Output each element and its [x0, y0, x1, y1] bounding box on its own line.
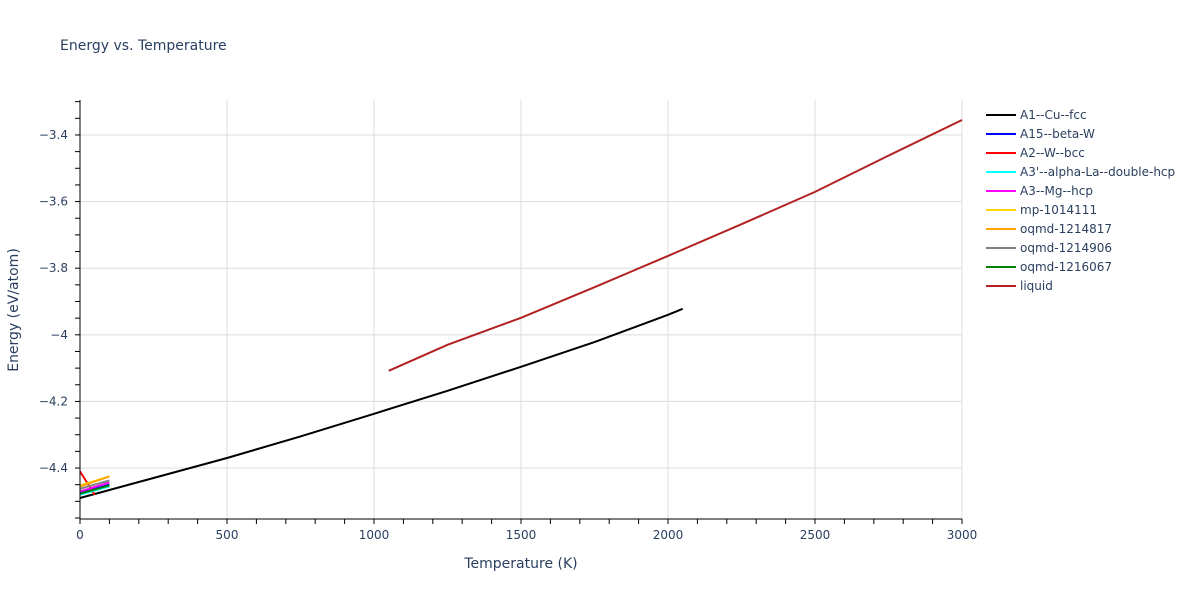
y-tick-label: −3.4 [39, 128, 68, 142]
legend-item[interactable]: A15--beta-W [986, 127, 1095, 141]
x-tick-label: 1500 [506, 528, 537, 542]
legend-label: A3--Mg--hcp [1020, 184, 1093, 198]
legend-label: oqmd-1214817 [1020, 222, 1112, 236]
y-tick-label: −3.8 [39, 261, 68, 275]
legend-item[interactable]: A3'--alpha-La--double-hcp [986, 165, 1175, 179]
legend-label: A1--Cu--fcc [1020, 108, 1087, 122]
series-line-liquid[interactable] [388, 119, 963, 372]
series-line-a3-mg-hcp[interactable] [79, 481, 110, 493]
legend-item[interactable]: mp-1014111 [986, 203, 1097, 217]
legend[interactable]: A1--Cu--fcc A15--beta-W A2--W--bcc A3'--alp… [986, 108, 1175, 293]
legend-item[interactable]: A1--Cu--fcc [986, 108, 1087, 122]
legend-label: oqmd-1216067 [1020, 260, 1112, 274]
y-tick-label: −3.6 [39, 195, 68, 209]
series-line-oqmd-1216067[interactable] [79, 484, 110, 495]
gridlines [80, 100, 963, 519]
legend-label: oqmd-1214906 [1020, 241, 1112, 255]
legend-label: liquid [1020, 279, 1053, 293]
legend-item[interactable]: A3--Mg--hcp [986, 184, 1093, 198]
y-axis-title: Energy (eV/atom) [6, 248, 22, 372]
x-axis-title: Temperature (K) [463, 556, 577, 572]
series-line-oqmd-1214817[interactable] [79, 475, 110, 488]
legend-item[interactable]: oqmd-1216067 [986, 260, 1112, 274]
x-tick-label: 2500 [800, 528, 831, 542]
legend-label: A3'--alpha-La--double-hcp [1020, 165, 1175, 179]
x-tick-label: 1000 [359, 528, 390, 542]
legend-item[interactable]: A2--W--bcc [986, 146, 1085, 160]
legend-item[interactable]: liquid [986, 279, 1053, 293]
legend-item[interactable]: oqmd-1214817 [986, 222, 1112, 236]
legend-label: mp-1014111 [1020, 203, 1097, 217]
axes: 0 500 1000 1500 2000 2500 3000 −4.4 −4.2 −4 −3.8 −3… [39, 100, 977, 542]
series-line-oqmd-1214906[interactable] [79, 479, 110, 490]
x-tick-label: 2000 [653, 528, 684, 542]
legend-label: A2--W--bcc [1020, 146, 1085, 160]
x-tick-label: 0 [76, 528, 84, 542]
y-tick-label: −4.2 [39, 394, 68, 408]
x-tick-label: 3000 [947, 528, 978, 542]
y-tick-label: −4.4 [39, 461, 68, 475]
y-tick-label: −4 [50, 328, 68, 342]
chart-title: Energy vs. Temperature [60, 38, 227, 54]
legend-label: A15--beta-W [1020, 127, 1095, 141]
legend-item[interactable]: oqmd-1214906 [986, 241, 1112, 255]
plot-area[interactable] [79, 119, 963, 499]
x-tick-label: 500 [216, 528, 239, 542]
series-line-a1-cu-fcc[interactable] [79, 307, 684, 499]
